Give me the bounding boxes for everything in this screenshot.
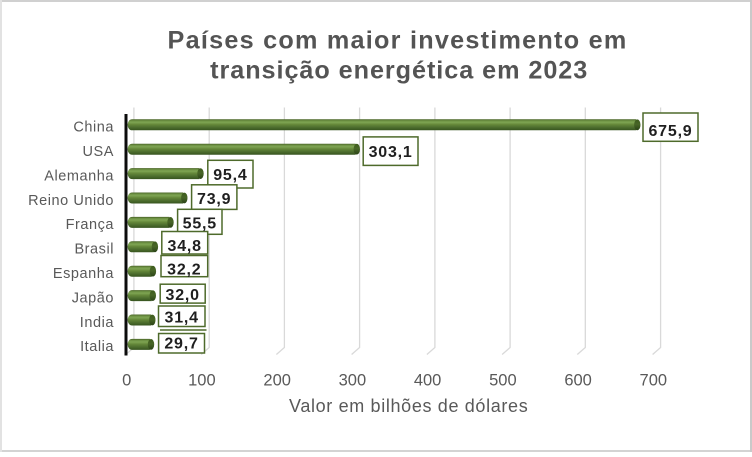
svg-text:Alemanha: Alemanha xyxy=(44,168,114,184)
svg-text:55,5: 55,5 xyxy=(183,215,217,232)
svg-text:India: India xyxy=(80,315,115,331)
svg-text:Países com maior investimento: Países com maior investimento em xyxy=(168,26,628,54)
svg-text:29,7: 29,7 xyxy=(164,335,198,352)
svg-text:Japão: Japão xyxy=(72,290,114,306)
svg-text:500: 500 xyxy=(489,371,517,389)
svg-text:China: China xyxy=(73,120,114,136)
svg-text:73,9: 73,9 xyxy=(197,191,231,208)
svg-text:Reino Unido: Reino Unido xyxy=(28,193,114,209)
svg-text:Brasil: Brasil xyxy=(74,242,114,258)
svg-text:França: França xyxy=(66,217,115,233)
svg-text:Italia: Italia xyxy=(80,339,114,355)
svg-text:32,2: 32,2 xyxy=(167,261,201,278)
svg-text:600: 600 xyxy=(564,371,592,389)
svg-text:0: 0 xyxy=(122,371,131,389)
svg-text:Espanha: Espanha xyxy=(53,266,114,282)
svg-text:95,4: 95,4 xyxy=(213,167,247,184)
svg-text:USA: USA xyxy=(83,144,114,160)
svg-text:700: 700 xyxy=(640,371,668,389)
svg-text:300: 300 xyxy=(339,371,367,389)
svg-text:31,4: 31,4 xyxy=(165,309,199,326)
svg-text:Valor em bilhões de dólares: Valor em bilhões de dólares xyxy=(289,396,528,416)
svg-text:303,1: 303,1 xyxy=(369,144,413,161)
svg-text:100: 100 xyxy=(188,371,216,389)
svg-text:32,0: 32,0 xyxy=(166,287,200,304)
svg-text:200: 200 xyxy=(263,371,291,389)
svg-text:transição energética em 2023: transição energética em 2023 xyxy=(210,56,588,84)
svg-text:675,9: 675,9 xyxy=(648,123,692,140)
svg-text:400: 400 xyxy=(414,371,442,389)
svg-text:34,8: 34,8 xyxy=(168,238,202,255)
